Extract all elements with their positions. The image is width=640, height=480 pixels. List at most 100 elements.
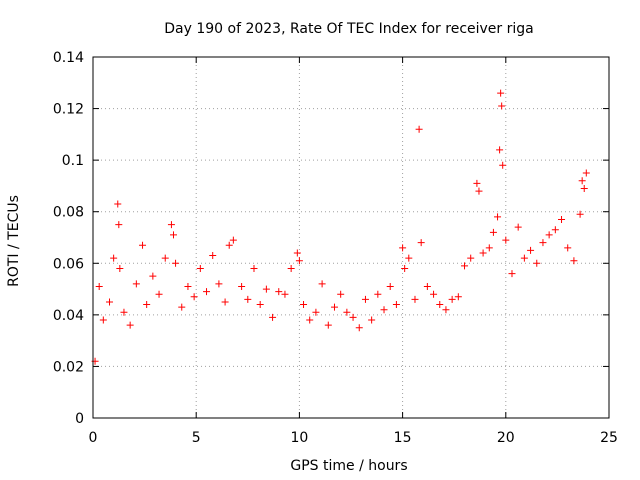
data-point [99,316,107,324]
data-point [262,285,270,293]
data-point [203,288,211,296]
data-point [473,179,481,187]
data-point [417,239,425,247]
data-point [436,301,444,309]
data-point [508,270,516,278]
data-point [343,308,351,316]
data-point [221,298,229,306]
data-point [115,221,123,229]
data-point [430,290,438,298]
data-point [494,213,502,221]
data-point [250,264,258,272]
data-point [275,288,283,296]
data-point [225,241,233,249]
y-tick-label: 0.08 [53,205,84,221]
data-point [106,298,114,306]
data-point [520,254,528,262]
y-tick-label: 0.14 [53,50,84,66]
data-point [238,282,246,290]
data-point [349,313,357,321]
data-point [244,295,252,303]
data-point [551,226,559,234]
data-point [502,236,510,244]
data-point [498,102,506,110]
y-axis-label: ROTI / TECUs [6,195,22,287]
data-point [269,313,277,321]
y-tick-label: 0.06 [53,256,84,272]
data-point [578,177,586,185]
data-point [318,280,326,288]
data-point [392,301,400,309]
x-tick-label: 15 [394,430,412,446]
plot-frame [92,56,610,419]
data-point [386,282,394,290]
axis-ticks: 0 0.02 0.04 0.06 0.08 0.1 0.12 0.14 0 5 10 15 20 25 [53,50,618,446]
data-point [570,257,578,265]
data-point [496,146,504,154]
grid-lines [93,57,609,418]
data-point [580,185,588,193]
data-point [295,257,303,265]
data-point [196,264,204,272]
data-point [423,282,431,290]
x-tick-label: 5 [192,430,201,446]
data-point [184,282,192,290]
data-point [215,280,223,288]
data-point [155,290,163,298]
data-point [126,321,134,329]
data-point [172,259,180,267]
data-point [139,241,147,249]
data-point [209,252,217,260]
data-points [91,89,590,365]
y-tick-label: 0.02 [53,359,84,375]
data-point [401,264,409,272]
data-point [161,254,169,262]
data-point [489,228,497,236]
chart-title: Day 190 of 2023, Rate Of TEC Index for r… [164,21,533,37]
y-tick-label: 0 [75,411,84,427]
data-point [558,215,566,223]
data-point [461,262,469,270]
data-point [467,254,475,262]
data-point [405,254,413,262]
data-point [256,301,264,309]
data-point [293,249,301,257]
data-point [143,301,151,309]
data-point [330,303,338,311]
data-point [95,282,103,290]
data-point [564,244,572,252]
data-point [361,295,369,303]
data-point [190,293,198,301]
data-point [533,259,541,267]
data-point [116,264,124,272]
data-point [132,280,140,288]
x-tick-label: 20 [497,430,515,446]
data-point [324,321,332,329]
data-point [281,290,289,298]
data-point [582,169,590,177]
data-point [167,221,175,229]
data-point [527,246,535,254]
data-point [306,316,314,324]
data-point [576,210,584,218]
data-point [300,301,308,309]
data-point [448,295,456,303]
data-point [399,244,407,252]
data-point [497,89,505,97]
data-point [454,293,462,301]
data-point [368,316,376,324]
data-point [442,306,450,314]
data-point [355,324,363,332]
data-point [539,239,547,247]
x-tick-label: 0 [89,430,98,446]
data-point [120,308,128,316]
data-point [485,244,493,252]
y-tick-label: 0.12 [53,102,84,118]
data-point [110,254,118,262]
x-tick-label: 10 [290,430,308,446]
x-axis-label: GPS time / hours [290,458,407,474]
data-point [169,231,177,239]
data-point [374,290,382,298]
data-point [514,223,522,231]
